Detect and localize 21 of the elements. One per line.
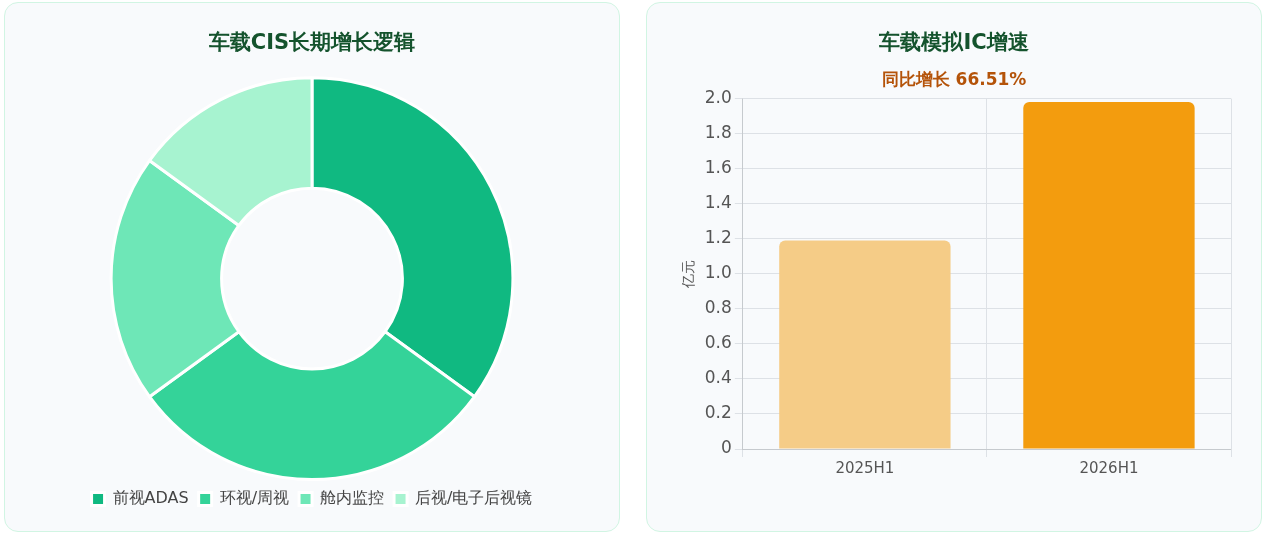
- chart-title: 车载模拟IC增速: [878, 30, 1029, 55]
- legend-label: 后视/电子后视镜: [415, 488, 533, 508]
- y-axis-title: 亿元: [680, 259, 697, 289]
- chart-title: 车载CIS长期增长逻辑: [207, 30, 416, 55]
- y-tick-label: 0.4: [704, 367, 732, 388]
- y-tick-label: 1.4: [704, 192, 732, 213]
- legend-label: 环视/周视: [219, 488, 290, 508]
- x-tick-label: 2025H1: [835, 458, 895, 477]
- y-tick-label: 0: [721, 437, 732, 458]
- chart-subtitle: 同比增长 66.51%: [881, 68, 1027, 89]
- legend-label: 舱内监控: [320, 488, 385, 508]
- y-tick-label: 0.2: [704, 402, 732, 423]
- x-tick-label: 2026H1: [1079, 458, 1139, 477]
- y-tick-label: 2.0: [704, 87, 732, 108]
- legend-label: 前视ADAS: [112, 488, 189, 508]
- y-tick-label: 1.8: [704, 122, 732, 143]
- y-tick-label: 1.2: [704, 227, 732, 248]
- y-tick-label: 1.0: [704, 262, 732, 283]
- y-tick-label: 1.6: [704, 157, 732, 178]
- y-tick-label: 0.8: [704, 297, 732, 318]
- y-tick-label: 0.6: [704, 332, 732, 353]
